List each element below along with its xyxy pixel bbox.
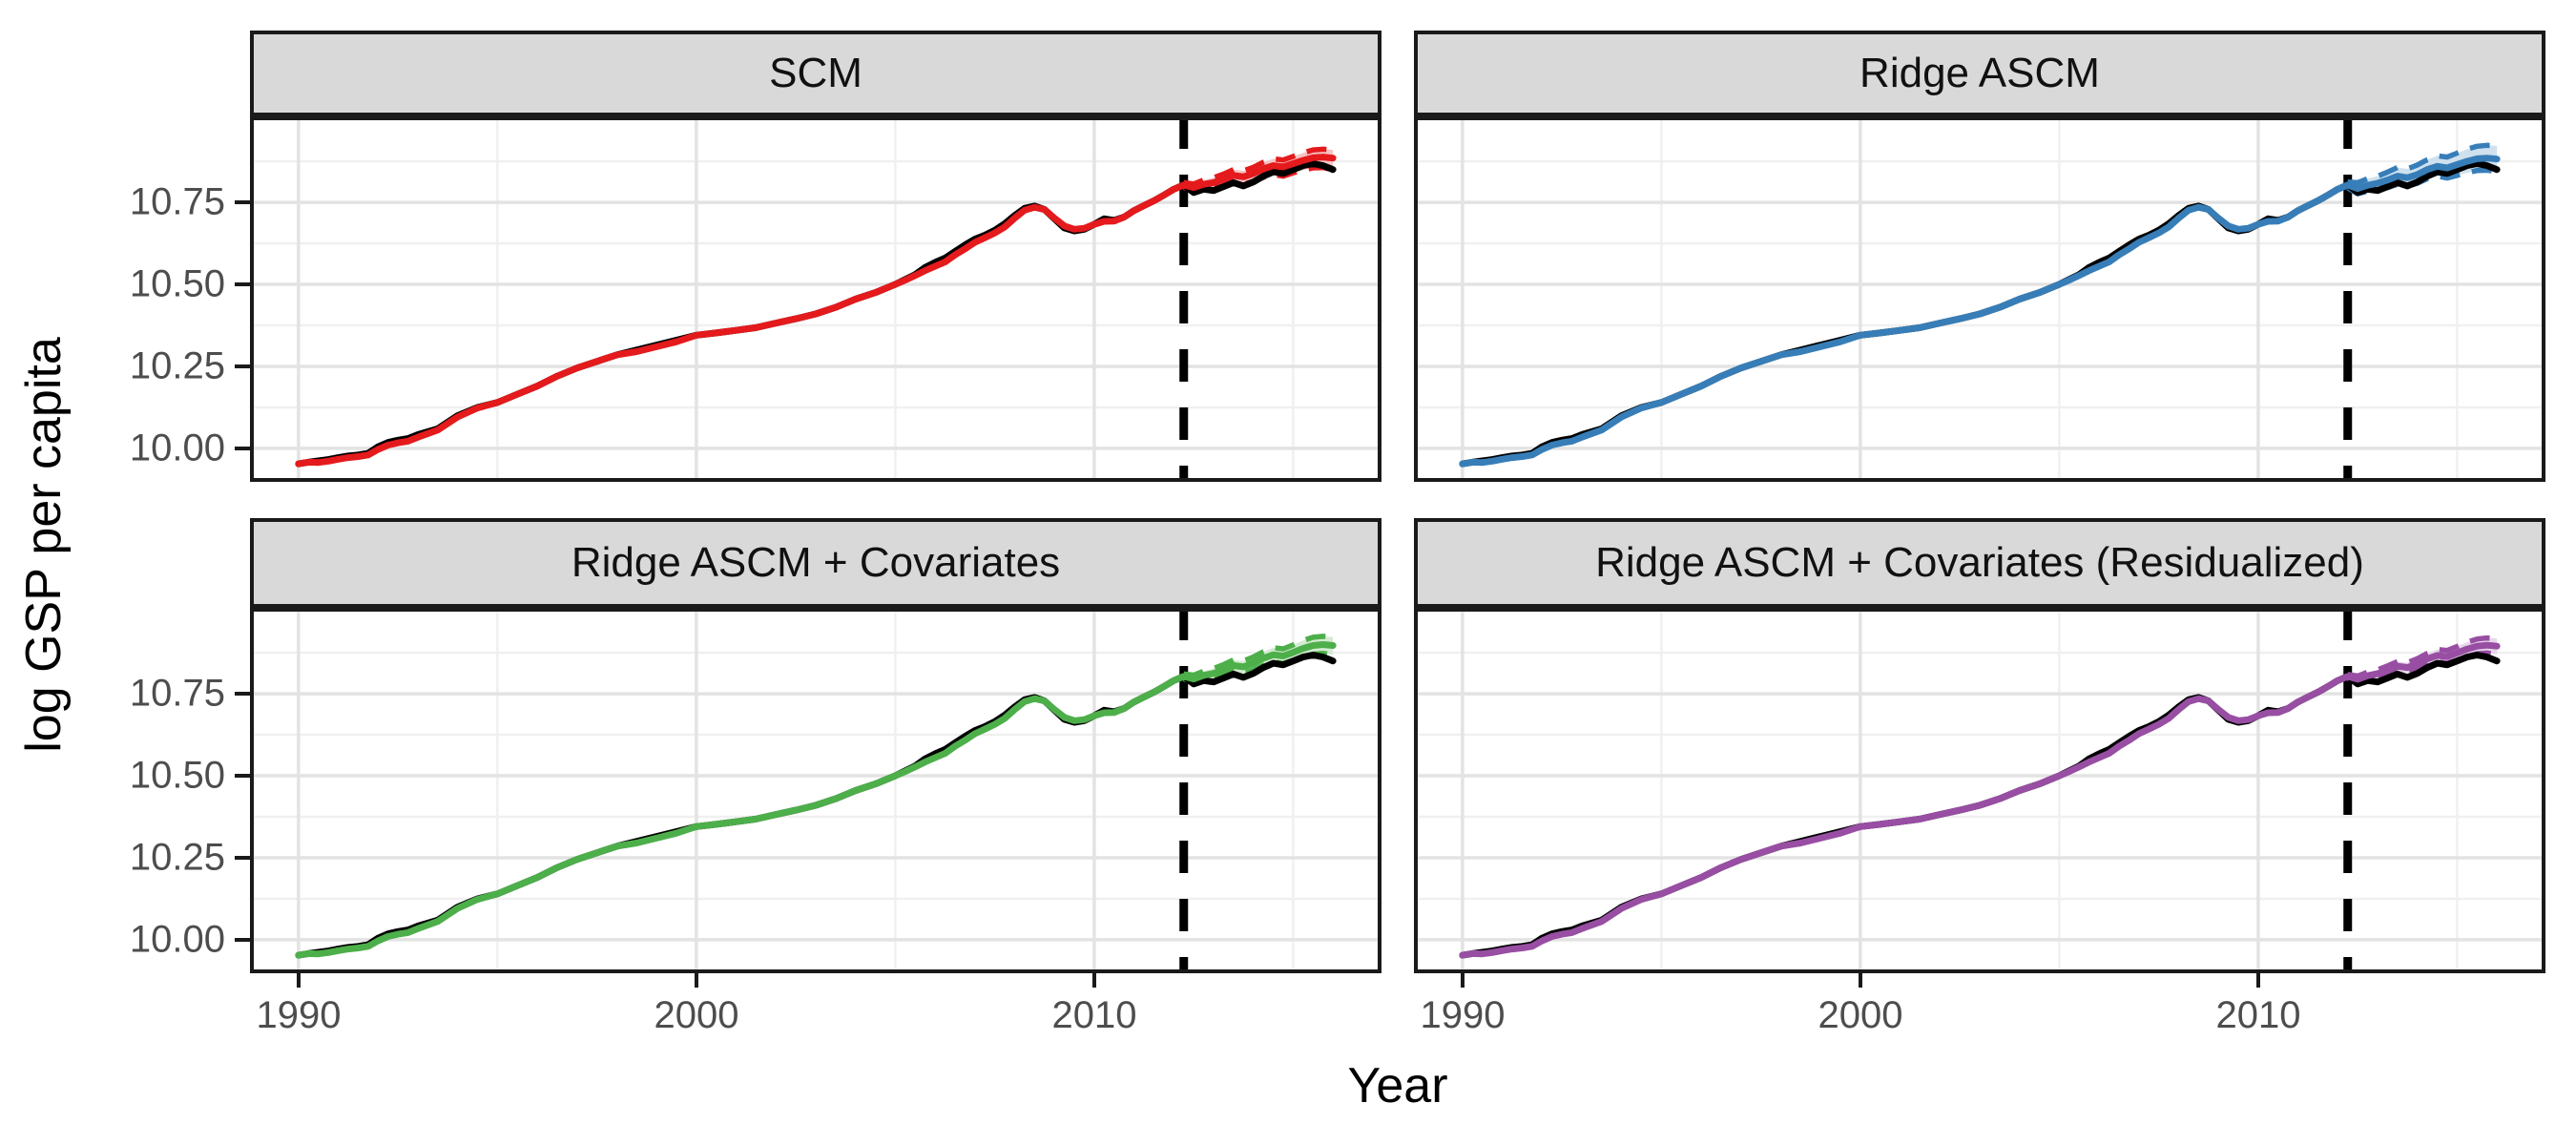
facet-title: Ridge ASCM + Covariates (Residualized) [1595, 539, 2364, 586]
y-tick-label: 10.00 [129, 918, 225, 961]
y-tick-label: 10.75 [129, 672, 225, 715]
x-tick-mark [1461, 973, 1465, 988]
facet-strip-ridge-ascm-covariates-residualized: Ridge ASCM + Covariates (Residualized) [1414, 518, 2545, 608]
x-tick-mark [695, 973, 698, 988]
x-tick-label: 2000 [654, 994, 739, 1036]
ridge-ascm-covariates-plot-area [250, 608, 1381, 973]
facet-strip-ridge-ascm: Ridge ASCM [1414, 31, 2545, 116]
facet-plot-ridge-ascm-covariates-residualized [1414, 608, 2545, 973]
facet-strip-ridge-ascm-covariates: Ridge ASCM + Covariates [250, 518, 1381, 608]
scm-plot-area [250, 116, 1381, 482]
facet-title: SCM [769, 50, 862, 96]
y-tick-mark [235, 364, 250, 368]
y-tick-mark [235, 938, 250, 942]
x-tick-mark [2256, 973, 2260, 988]
y-tick-mark [235, 856, 250, 860]
y-tick-mark [235, 282, 250, 286]
y-tick-label: 10.25 [129, 344, 225, 387]
y-tick-label: 10.00 [129, 427, 225, 469]
x-tick-label: 1990 [1420, 994, 1506, 1036]
y-tick-mark [235, 447, 250, 450]
x-axis-title: Year [1347, 1058, 1448, 1114]
y-tick-label: 10.50 [129, 754, 225, 797]
ridge-ascm-plot-area [1414, 116, 2545, 482]
ridge-ascm-covariates-residualized-plot-area [1414, 608, 2545, 973]
facet-strip-scm: SCM [250, 31, 1381, 116]
x-tick-mark [297, 973, 301, 988]
x-tick-mark [1859, 973, 1862, 988]
facet-plot-ridge-ascm [1414, 116, 2545, 482]
x-tick-label: 2000 [1818, 994, 1903, 1036]
facet-title: Ridge ASCM + Covariates [571, 539, 1061, 586]
y-tick-mark [235, 774, 250, 778]
y-tick-label: 10.25 [129, 836, 225, 879]
x-tick-mark [1092, 973, 1096, 988]
facet-plot-ridge-ascm-covariates [250, 608, 1381, 973]
x-tick-label: 2010 [1051, 994, 1137, 1036]
facet-title: Ridge ASCM [1859, 50, 2100, 96]
facet-plot-scm [250, 116, 1381, 482]
y-tick-label: 10.50 [129, 262, 225, 305]
y-tick-mark [235, 200, 250, 204]
x-tick-label: 2010 [2215, 994, 2301, 1036]
y-tick-label: 10.75 [129, 180, 225, 223]
y-tick-mark [235, 692, 250, 696]
x-tick-label: 1990 [256, 994, 342, 1036]
